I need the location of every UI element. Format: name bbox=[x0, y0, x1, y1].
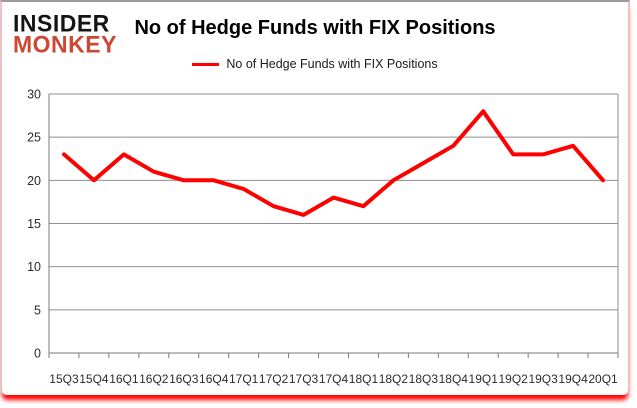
x-axis-tick-label: 19Q4 bbox=[558, 372, 588, 386]
x-axis-tick-label: 17Q3 bbox=[289, 372, 319, 386]
x-axis-tick-label: 16Q1 bbox=[109, 372, 139, 386]
x-axis-tick-label: 18Q3 bbox=[409, 372, 439, 386]
x-axis-tick-label: 16Q3 bbox=[169, 372, 199, 386]
y-axis-tick-label: 0 bbox=[34, 347, 41, 361]
x-axis-tick-label: 18Q4 bbox=[439, 372, 469, 386]
logo-text-monkey: MONKEY bbox=[13, 30, 117, 58]
chart-title: No of Hedge Funds with FIX Positions bbox=[134, 17, 496, 39]
x-axis-tick-label: 17Q2 bbox=[259, 372, 289, 386]
x-axis-tick-label: 18Q1 bbox=[349, 372, 379, 386]
y-axis-tick-label: 15 bbox=[27, 217, 41, 231]
x-axis-tick-label: 18Q2 bbox=[379, 372, 409, 386]
chart-legend: No of Hedge Funds with FIX Positions bbox=[2, 57, 628, 71]
y-axis-tick-label: 30 bbox=[27, 88, 41, 102]
x-axis-tick-label: 19Q2 bbox=[499, 372, 529, 386]
x-axis-tick-label: 20Q1 bbox=[588, 372, 618, 386]
x-axis-tick-label: 19Q1 bbox=[469, 372, 499, 386]
line-chart: 0 5 10 15 20 25 30 15Q3 15Q4 16Q1 16Q2 16Q3 16Q4 17Q1… bbox=[27, 88, 619, 386]
insider-monkey-logo: INSIDER MONKEY bbox=[13, 9, 117, 58]
x-axis-tick-label: 16Q2 bbox=[139, 372, 169, 386]
logo-text-insider: INSIDER bbox=[13, 9, 110, 37]
x-axis-tick-label: 17Q1 bbox=[229, 372, 259, 386]
x-axis-tick-label: 19Q3 bbox=[528, 372, 558, 386]
y-axis-tick-label: 10 bbox=[27, 260, 41, 274]
y-axis-tick-label: 20 bbox=[27, 174, 41, 188]
y-axis-tick-label: 5 bbox=[34, 303, 41, 317]
legend-label: No of Hedge Funds with FIX Positions bbox=[226, 57, 438, 71]
x-axis-tick-label: 15Q3 bbox=[49, 372, 79, 386]
x-axis-tick-label: 16Q4 bbox=[199, 372, 229, 386]
legend-line-marker bbox=[192, 62, 220, 66]
x-axis-tick-label: 15Q4 bbox=[79, 372, 109, 386]
chart-card: INSIDER MONKEY No of Hedge Funds with FI… bbox=[0, 0, 630, 395]
x-axis-tick-label: 17Q4 bbox=[319, 372, 349, 386]
y-axis-tick-label: 25 bbox=[27, 131, 41, 145]
data-series-line bbox=[62, 109, 605, 217]
